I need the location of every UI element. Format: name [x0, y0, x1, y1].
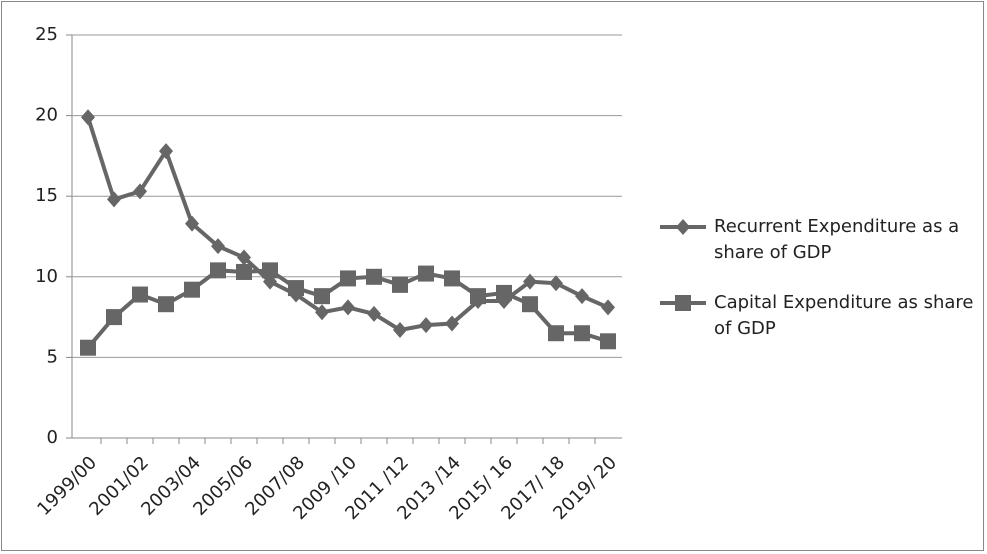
marker: [600, 333, 616, 350]
marker: [470, 288, 486, 305]
legend-swatch: [660, 219, 706, 235]
marker: [418, 265, 434, 282]
marker: [549, 275, 563, 292]
marker: [132, 286, 148, 303]
marker: [184, 281, 200, 298]
legend-item: Capital Expenditure as share of GDP: [658, 290, 978, 342]
marker: [496, 284, 512, 301]
y-tick-label: 10: [35, 266, 58, 287]
marker: [676, 219, 690, 235]
marker: [80, 339, 96, 356]
marker: [392, 276, 408, 293]
marker: [366, 268, 382, 285]
marker: [133, 183, 147, 200]
y-tick-label: 20: [35, 105, 58, 126]
legend-label: Capital Expenditure as share of GDP: [714, 292, 974, 339]
y-tick-label: 25: [35, 24, 58, 45]
marker: [211, 238, 225, 255]
marker: [444, 270, 460, 287]
marker: [367, 305, 381, 322]
marker: [107, 191, 121, 208]
marker: [158, 296, 174, 313]
marker: [675, 295, 691, 311]
y-tick-label: 5: [47, 346, 58, 367]
marker: [159, 143, 173, 160]
marker: [185, 215, 199, 232]
marker: [574, 325, 590, 342]
marker: [393, 321, 407, 338]
marker: [236, 263, 252, 280]
marker: [575, 288, 589, 305]
marker: [419, 317, 433, 334]
legend-swatch: [660, 295, 706, 311]
marker: [262, 262, 278, 279]
marker: [445, 315, 459, 332]
marker: [81, 109, 95, 126]
legend-item: Recurrent Expenditure as a share of GDP: [658, 214, 978, 266]
marker: [601, 299, 615, 316]
marker: [315, 304, 329, 321]
marker: [548, 325, 564, 342]
legend-label: Recurrent Expenditure as a share of GDP: [714, 216, 960, 263]
marker: [340, 270, 356, 287]
marker: [106, 309, 122, 326]
marker: [314, 288, 330, 305]
marker: [522, 296, 538, 313]
marker: [523, 273, 537, 290]
marker: [210, 262, 226, 279]
y-tick-label: 15: [35, 185, 58, 206]
marker: [341, 299, 355, 316]
y-tick-label: 0: [47, 427, 58, 448]
marker: [237, 249, 251, 266]
marker: [288, 280, 304, 297]
